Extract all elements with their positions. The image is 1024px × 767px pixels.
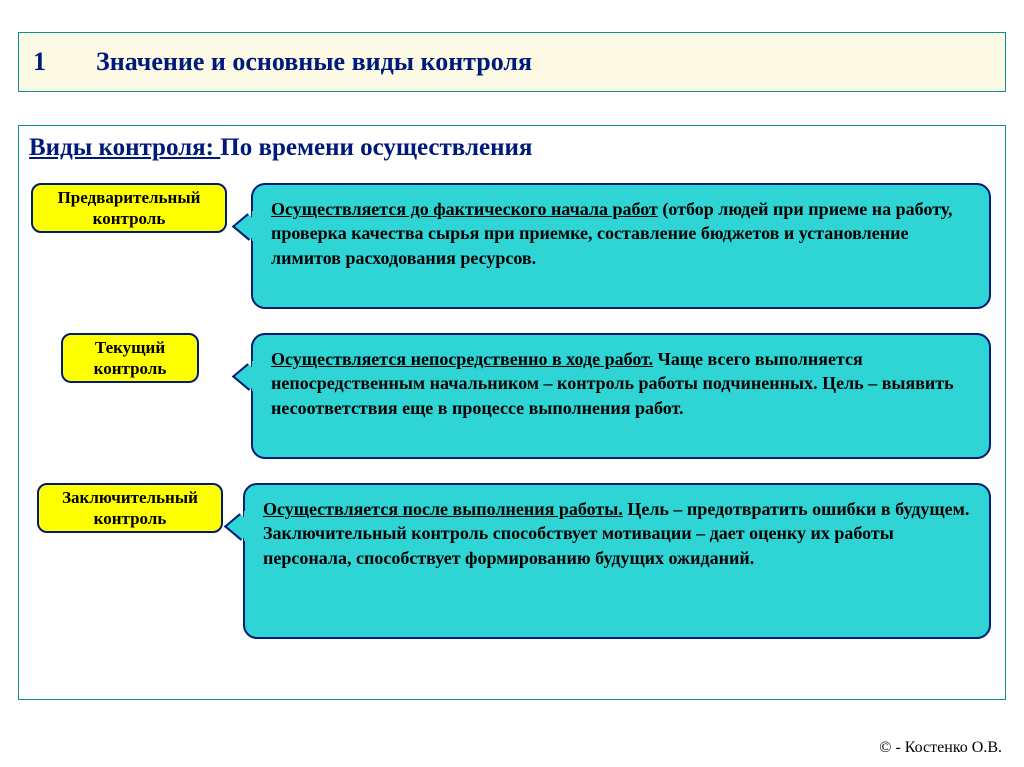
title-bar: 1 Значение и основные виды контроля bbox=[18, 32, 1006, 92]
callout-lead: Осуществляется непосредственно в ходе ра… bbox=[271, 349, 653, 369]
callout-lead: Осуществляется до фактического начала ра… bbox=[271, 199, 658, 219]
footer-credit: © - Костенко О.В. bbox=[879, 739, 1002, 757]
subtitle-rest: По времени осуществления bbox=[220, 134, 532, 161]
callout-tail-patch bbox=[244, 511, 258, 541]
control-type-label: Заключительный контроль bbox=[37, 483, 223, 533]
subtitle: Виды контроля: По времени осуществления bbox=[29, 134, 532, 162]
callout-tail-patch bbox=[252, 361, 266, 391]
control-type-label: Текущий контроль bbox=[61, 333, 199, 383]
control-type-callout: Осуществляется после выполнения работы. … bbox=[243, 483, 991, 639]
callout-tail-patch bbox=[252, 211, 266, 241]
control-type-callout: Осуществляется непосредственно в ходе ра… bbox=[251, 333, 991, 459]
title-number: 1 bbox=[33, 47, 46, 77]
title-text: Значение и основные виды контроля bbox=[96, 47, 532, 77]
callout-lead: Осуществляется после выполнения работы. bbox=[263, 499, 623, 519]
subtitle-underlined: Виды контроля: bbox=[29, 134, 220, 161]
main-panel: Виды контроля: По времени осуществления … bbox=[18, 125, 1006, 700]
control-type-label: Предварительный контроль bbox=[31, 183, 227, 233]
control-type-callout: Осуществляется до фактического начала ра… bbox=[251, 183, 991, 309]
